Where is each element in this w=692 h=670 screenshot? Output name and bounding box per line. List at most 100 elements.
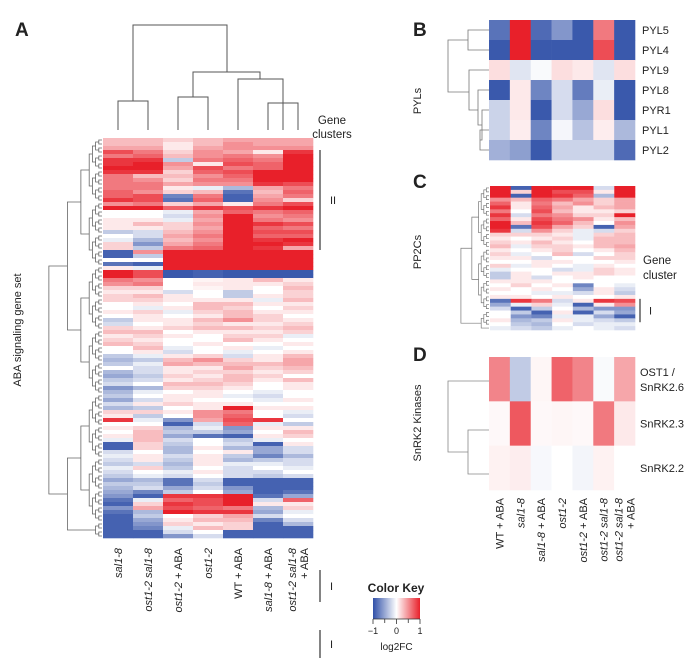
heatmap-a-cell bbox=[133, 474, 164, 479]
heatmap-a-cell bbox=[193, 362, 224, 367]
heatmap-c-cell bbox=[531, 263, 553, 269]
heatmap-a-cell bbox=[253, 310, 284, 315]
heatmap-c-cell bbox=[572, 322, 594, 327]
heatmap-c-cell bbox=[572, 217, 594, 222]
heatmap-a-cell bbox=[283, 518, 314, 523]
heatmap-b-cell bbox=[530, 100, 552, 121]
heatmap-b-cell bbox=[530, 80, 552, 101]
heatmap-a-cell bbox=[193, 154, 224, 159]
heatmap-c-cell bbox=[552, 302, 574, 307]
panel-letter-b: B bbox=[413, 20, 427, 41]
heatmap-a-cell bbox=[163, 162, 194, 167]
heatmap-a-cell bbox=[193, 226, 224, 231]
heatmap-a-cell bbox=[193, 378, 224, 383]
heatmap-c-cell bbox=[531, 221, 553, 226]
heatmap-a-cell bbox=[193, 458, 224, 463]
heatmap-c-cell bbox=[614, 189, 636, 195]
heatmap-d-cell bbox=[509, 357, 532, 402]
heatmap-c-cell bbox=[552, 217, 574, 222]
heatmap-a-cell bbox=[223, 534, 254, 539]
heatmap-a-cell bbox=[253, 226, 284, 231]
heatmap-a-cell bbox=[163, 494, 194, 499]
heatmap-c-cell bbox=[531, 240, 553, 245]
column-label-d: sal1-8 + ABA bbox=[536, 497, 548, 562]
heatmap-a-cell bbox=[253, 358, 284, 363]
heatmap-c-cell bbox=[593, 310, 615, 315]
heatmap-c-cell bbox=[490, 228, 512, 234]
heatmap-a-cell bbox=[223, 490, 254, 495]
heatmap-b-cell bbox=[551, 120, 573, 141]
heatmap-c-cell bbox=[531, 193, 553, 198]
heatmap-b-cell bbox=[489, 120, 511, 141]
heatmap-a-cell bbox=[133, 302, 164, 307]
heatmap-a-cell bbox=[193, 490, 224, 495]
heatmap-a-cell bbox=[223, 414, 254, 419]
heatmap-c-cell bbox=[510, 186, 532, 191]
heatmap-a-cell bbox=[103, 170, 134, 175]
heatmap-a-cell bbox=[253, 414, 284, 419]
heatmap-a-cell bbox=[253, 510, 284, 515]
heatmap-d-cell bbox=[551, 445, 573, 491]
heatmap-a-cell bbox=[223, 498, 254, 503]
heatmap-c-cell bbox=[614, 259, 636, 265]
heatmap-c-cell bbox=[552, 186, 574, 191]
heatmap-c-cell bbox=[572, 197, 594, 202]
heatmap-b-cell bbox=[614, 40, 636, 61]
heatmap-a-cell bbox=[103, 526, 134, 531]
heatmap-a-cell bbox=[253, 434, 284, 439]
heatmap-a-cell bbox=[283, 446, 314, 451]
heatmap-a-cell bbox=[133, 194, 164, 199]
heatmap-c-cell bbox=[593, 306, 615, 311]
heatmap-c-cell bbox=[490, 248, 512, 253]
heatmap-a-cell bbox=[103, 206, 134, 211]
column-label-a: ost1-2 bbox=[203, 548, 215, 579]
heatmap-a-cell bbox=[253, 374, 284, 379]
heatmap-a-cell bbox=[223, 458, 254, 463]
heatmap-a-cell bbox=[133, 382, 164, 387]
heatmap-a-cell bbox=[133, 418, 164, 423]
heatmap-a-cell bbox=[133, 490, 164, 495]
heatmap-a-cell bbox=[283, 222, 314, 227]
heatmap-a-cell bbox=[223, 218, 254, 223]
heatmap-a-cell bbox=[283, 466, 314, 471]
heatmap-a-cell bbox=[133, 282, 164, 287]
heatmap-a-cell bbox=[223, 166, 254, 171]
heatmap-a-cell bbox=[253, 182, 284, 187]
heatmap-a-cell bbox=[283, 474, 314, 479]
heatmap-a-cell bbox=[253, 218, 284, 223]
heatmap-a-cell bbox=[223, 386, 254, 391]
heatmap-a-cell bbox=[163, 506, 194, 511]
heatmap-c-cell bbox=[531, 291, 553, 296]
heatmap-a-cell bbox=[103, 498, 134, 503]
heatmap-d-cell bbox=[572, 357, 594, 402]
heatmap-a-cell bbox=[193, 506, 224, 511]
heatmap-a-cell bbox=[133, 478, 164, 483]
heatmap-a-cell bbox=[193, 478, 224, 483]
heatmap-c-cell bbox=[531, 275, 553, 280]
heatmap-a-cell bbox=[103, 370, 134, 375]
heatmap-a-cell bbox=[103, 182, 134, 187]
heatmap-a-cell bbox=[163, 482, 194, 487]
heatmap-a-cell bbox=[253, 186, 284, 191]
heatmap-a-cell bbox=[163, 290, 194, 295]
heatmap-a-cell bbox=[103, 186, 134, 191]
panel-letter-c: C bbox=[413, 172, 427, 193]
heatmap-c-cell bbox=[510, 326, 532, 331]
heatmap-c-cell bbox=[614, 314, 636, 319]
heatmap-a-cell bbox=[223, 226, 254, 231]
heatmap-a-cell bbox=[253, 254, 284, 259]
heatmap-c-cell bbox=[572, 256, 594, 261]
heatmap-a-cell bbox=[283, 346, 314, 351]
heatmap-a-cell bbox=[133, 534, 164, 539]
heatmap-a-cell bbox=[223, 382, 254, 387]
heatmap-d-cell bbox=[572, 401, 594, 446]
heatmap-b-cell bbox=[593, 100, 615, 121]
heatmap-c-cell bbox=[593, 279, 615, 284]
heatmap-a-cell bbox=[193, 530, 224, 535]
heatmap-a-cell bbox=[253, 430, 284, 435]
heatmap-b-cell bbox=[572, 140, 594, 161]
heatmap-a-cell bbox=[163, 342, 194, 347]
heatmap-a-cell bbox=[103, 226, 134, 231]
heatmap-a-cell bbox=[163, 306, 194, 311]
heatmap-a-cell bbox=[283, 498, 314, 503]
